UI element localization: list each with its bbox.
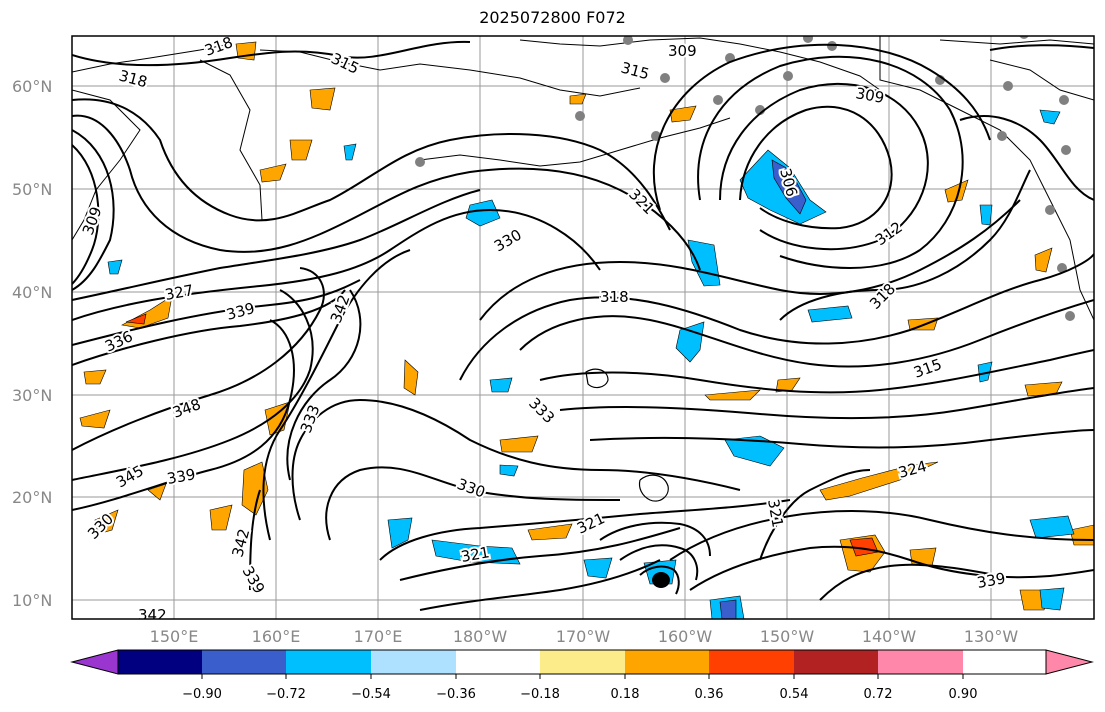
longitude-labels: 150°E 160°E 170°E 180°W 170°W 160°W 150°… — [150, 627, 1019, 646]
colorbar-tick-label: 0.54 — [780, 687, 809, 702]
colorbar-tick-label: 0.90 — [949, 687, 978, 702]
lat-label: 40°N — [12, 283, 52, 302]
colorbar: −0.90 −0.72 −0.54 −0.36 −0.18 0.18 0.36 0.54 0.7… — [70, 649, 1094, 702]
colorbar-tick-label: −0.18 — [520, 687, 560, 702]
colorbar-segment — [878, 650, 963, 674]
colorbar-tick-label: 0.18 — [611, 687, 640, 702]
colorbar-tick-label: −0.36 — [436, 687, 476, 702]
strong-negative-shading — [719, 159, 807, 619]
colorbar-segment — [540, 650, 625, 674]
colorbar-extend-low — [70, 649, 119, 675]
map-title: 2025072800 F072 — [479, 8, 626, 27]
lon-label: 170°W — [556, 627, 611, 646]
colorbar-segment — [202, 650, 286, 674]
colorbar-segment — [625, 650, 709, 674]
lat-label: 20°N — [12, 488, 52, 507]
contour-label: 318 — [600, 288, 629, 306]
colorbar-segment — [456, 650, 540, 674]
lon-label: 160°W — [658, 627, 713, 646]
lon-label: 150°E — [150, 627, 199, 646]
plot-frame — [71, 35, 1095, 620]
colorbar-segment — [794, 650, 878, 674]
lat-label: 30°N — [12, 386, 52, 405]
lat-label: 50°N — [12, 180, 52, 199]
lat-label: 10°N — [12, 591, 52, 610]
colorbar-segment — [286, 650, 371, 674]
latitude-labels: 60°N 50°N 40°N 30°N 20°N 10°N — [12, 77, 52, 610]
contour-label: 342 — [138, 606, 167, 624]
gridlines — [72, 36, 1094, 619]
colorbar-segment — [371, 650, 456, 674]
lon-label: 170°E — [354, 627, 403, 646]
lat-label: 60°N — [12, 77, 52, 96]
colorbar-segment — [118, 650, 202, 674]
contour-label: 309 — [668, 42, 697, 60]
lon-label: 130°W — [964, 627, 1019, 646]
lon-label: 140°W — [862, 627, 917, 646]
colorbar-tick-label: −0.54 — [351, 687, 391, 702]
lon-label: 160°E — [252, 627, 301, 646]
coastlines — [72, 36, 1094, 321]
colorbar-tick-label: 0.36 — [695, 687, 724, 702]
low-pressure-center — [652, 572, 670, 588]
contour-lines — [72, 40, 1094, 611]
colorbar-frame — [117, 649, 1047, 675]
colorbar-tick-label: −0.90 — [182, 687, 222, 702]
colorbar-extend-high — [1045, 649, 1094, 675]
colorbar-segment — [709, 650, 794, 674]
lon-label: 150°W — [760, 627, 815, 646]
lon-label: 180°W — [453, 627, 508, 646]
colorbar-tick-label: 0.72 — [864, 687, 893, 702]
contour-label: 339 — [976, 569, 1007, 592]
colorbar-tick-label: −0.72 — [266, 687, 306, 702]
